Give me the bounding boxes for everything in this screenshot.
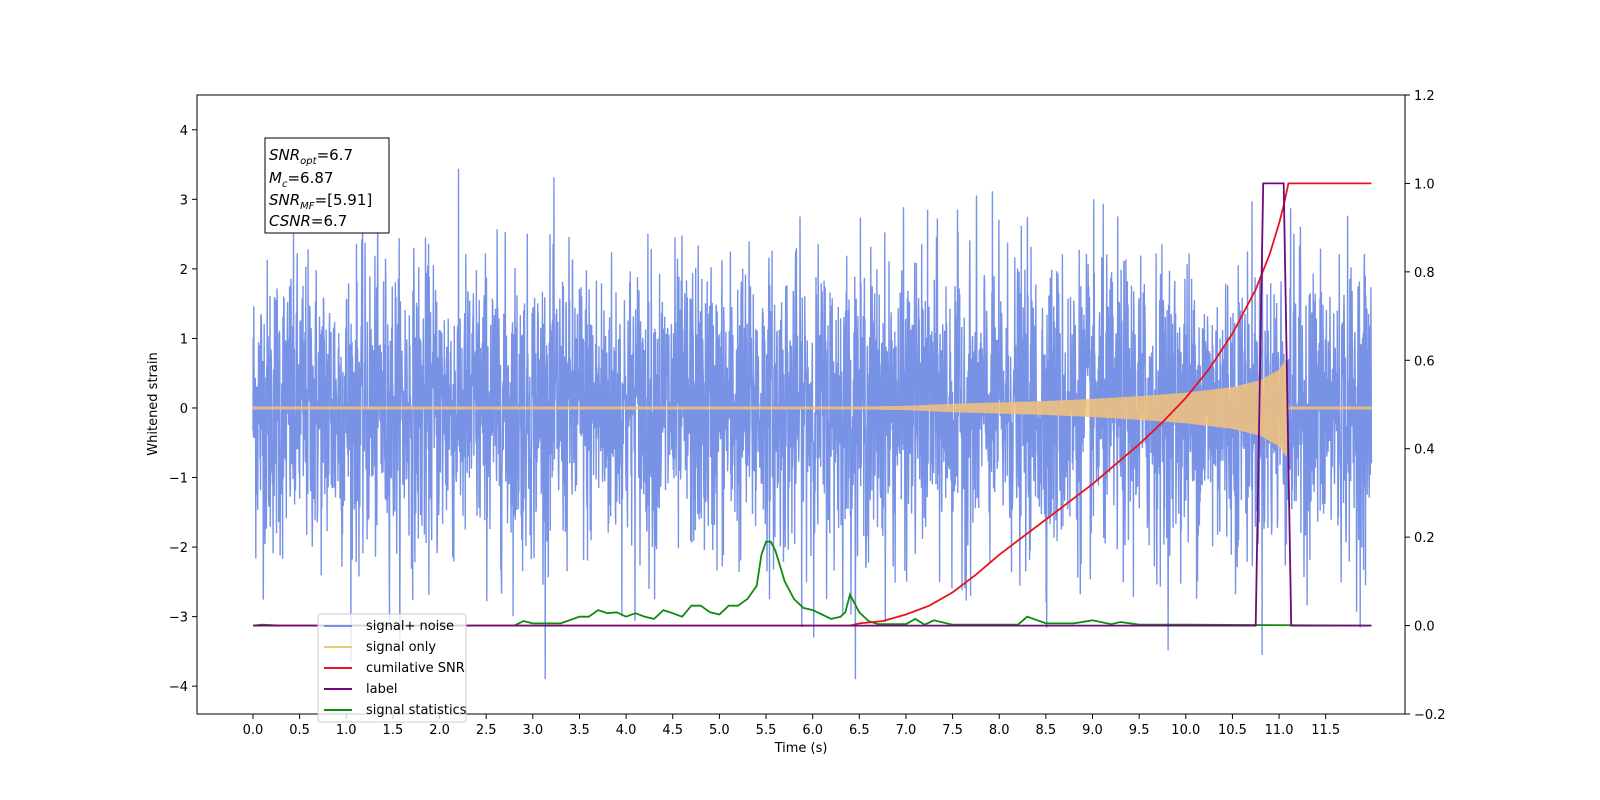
x-tick-label: 2.0 xyxy=(429,723,450,738)
y2-tick-label: −0.2 xyxy=(1414,708,1446,723)
y-tick-label: −4 xyxy=(169,680,188,695)
info-box-frame xyxy=(264,137,390,234)
legend-frame xyxy=(317,613,467,723)
x-tick-label: 4.5 xyxy=(662,723,683,738)
y2-tick-label: 0.8 xyxy=(1414,266,1435,281)
y-tick-label: 0 xyxy=(180,402,188,417)
x-tick-label: 0.5 xyxy=(289,723,310,738)
y-tick-label: 1 xyxy=(180,332,188,347)
x-axis: 0.0 0.5 1.0 1.5 2.0 2.5 3.0 3.5 4.0 4.5 5.0 5.5 6.0 6… xyxy=(243,714,1340,738)
info-line-snr-opt: SNRopt=6.7 xyxy=(269,146,353,167)
y-tick-label: −1 xyxy=(169,472,188,487)
x-tick-label: 1.0 xyxy=(336,723,357,738)
x-tick-label: 9.5 xyxy=(1129,723,1150,738)
info-line-csnr: CSNR=6.7 xyxy=(269,212,347,230)
y2-tick-label: 0.6 xyxy=(1414,354,1435,369)
x-tick-label: 10.5 xyxy=(1218,723,1247,738)
legend-label-signal-only: signal only xyxy=(366,640,436,655)
info-line-mc: Mc=6.87 xyxy=(269,169,333,190)
x-tick-label: 6.5 xyxy=(849,723,870,738)
legend: signal+ noise signal only cumilative SNR… xyxy=(317,613,467,723)
x-tick-label: 7.5 xyxy=(942,723,963,738)
legend-label-cumulative-snr: cumilative SNR xyxy=(366,661,465,676)
series-signal-noise xyxy=(252,168,1373,680)
y2-tick-label: 0.4 xyxy=(1414,443,1435,458)
y2-tick-label: 0.0 xyxy=(1414,620,1435,635)
x-tick-label: 8.5 xyxy=(1036,723,1057,738)
y-tick-label: −3 xyxy=(169,611,188,626)
x-tick-label: 6.0 xyxy=(802,723,823,738)
x-tick-label: 5.5 xyxy=(756,723,777,738)
x-tick-label: 7.0 xyxy=(896,723,917,738)
series-signal-only xyxy=(252,359,1372,457)
y-tick-label: 4 xyxy=(180,124,188,139)
series-cumulative-snr xyxy=(253,182,1372,627)
x-tick-label: 11.0 xyxy=(1265,723,1294,738)
x-tick-label: 4.0 xyxy=(616,723,637,738)
info-box: SNRopt=6.7 Mc=6.87 SNRMF=[5.91] CSNR=6.7 xyxy=(264,137,390,234)
plot-frame xyxy=(196,94,1406,715)
x-tick-label: 2.5 xyxy=(476,723,497,738)
y-axis-label: Whitened strain xyxy=(146,352,161,455)
x-tick-label: 3.0 xyxy=(522,723,543,738)
legend-label-signal-noise: signal+ noise xyxy=(366,619,454,634)
legend-label-signal-statistics: signal statistics xyxy=(366,703,467,718)
x-tick-label: 1.5 xyxy=(383,723,404,738)
x-tick-label: 9.0 xyxy=(1082,723,1103,738)
y-tick-label: −2 xyxy=(169,541,188,556)
x-tick-label: 10.0 xyxy=(1171,723,1200,738)
x-axis-label: Time (s) xyxy=(774,741,828,756)
y-tick-label: 2 xyxy=(180,263,188,278)
y-axis-left: 4 3 2 1 0 −1 −2 −3 −4 xyxy=(169,124,197,695)
y-tick-label: 3 xyxy=(180,193,188,208)
x-tick-label: 11.5 xyxy=(1311,723,1340,738)
x-tick-label: 5.0 xyxy=(709,723,730,738)
x-tick-label: 0.0 xyxy=(243,723,264,738)
y-axis-right: 1.2 1.0 0.8 0.6 0.4 0.2 0.0 −0.2 xyxy=(1405,89,1446,723)
legend-label-label: label xyxy=(366,682,397,697)
x-tick-label: 8.0 xyxy=(989,723,1010,738)
series-label xyxy=(253,182,1372,627)
x-tick-label: 3.5 xyxy=(569,723,590,738)
series-signal-statistics xyxy=(252,540,1372,627)
info-line-snr-mf: SNRMF=[5.91] xyxy=(269,191,372,212)
y2-tick-label: 1.2 xyxy=(1414,89,1435,104)
plot-content xyxy=(252,168,1373,680)
y2-tick-label: 1.0 xyxy=(1414,177,1435,192)
y2-tick-label: 0.2 xyxy=(1414,531,1435,546)
